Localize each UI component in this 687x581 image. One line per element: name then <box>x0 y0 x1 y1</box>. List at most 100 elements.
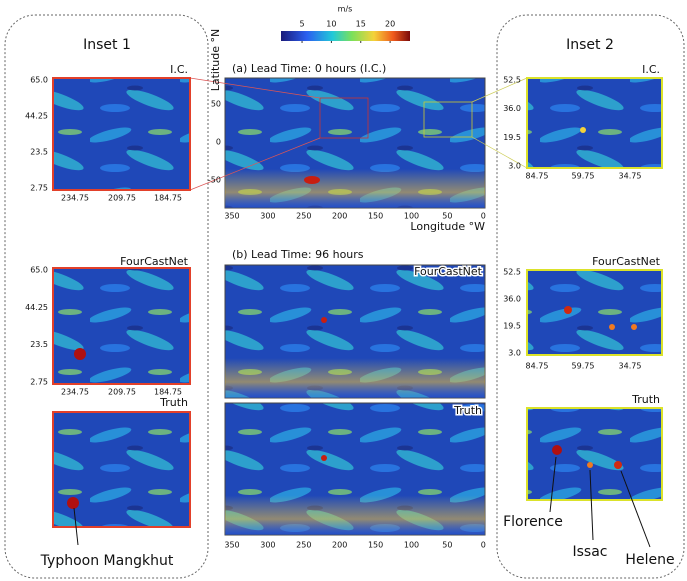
y-tick-label: 3.0 <box>508 162 521 171</box>
inset-frame <box>4 14 209 579</box>
x-axis-label: Longitude °W <box>410 220 485 233</box>
x-tick-label: 59.75 <box>572 172 595 181</box>
x-tick-label: 234.75 <box>61 388 89 397</box>
connector <box>471 77 528 103</box>
cyclone <box>564 306 572 314</box>
colorbar-tick-label: 5 <box>300 20 305 29</box>
cyclone <box>580 127 586 133</box>
annotation: Typhoon Mangkhut <box>40 553 174 569</box>
cyclone <box>552 445 562 455</box>
colorbar-tick-label: 20 <box>385 20 395 29</box>
panel-title: (a) Lead Time: 0 hours (I.C.) <box>232 62 386 75</box>
x-tick-label: 84.75 <box>526 362 549 371</box>
inset-title: Inset 1 <box>83 37 131 53</box>
y-tick-label: 65.0 <box>30 266 48 275</box>
x-tick-label: 250 <box>296 541 311 550</box>
panel-label: Truth <box>453 404 482 417</box>
map-overlay <box>225 78 485 208</box>
inset-frame <box>496 14 685 579</box>
map-feature <box>304 176 320 184</box>
panel-label: Truth <box>631 393 660 406</box>
inset-box <box>423 101 473 138</box>
x-tick-label: 200 <box>332 212 347 221</box>
y-tick-label: 44.25 <box>25 112 48 121</box>
connector <box>471 136 528 169</box>
x-tick-label: 300 <box>260 541 275 550</box>
annotation-arrow <box>73 507 79 546</box>
cyclone <box>631 324 637 330</box>
y-tick-label: 2.75 <box>30 184 48 193</box>
inset-map <box>526 269 663 356</box>
y-tick-label: 19.5 <box>503 322 521 331</box>
x-tick-label: 59.75 <box>572 362 595 371</box>
panel-label: Truth <box>159 396 188 409</box>
y-tick-label: 19.5 <box>503 133 521 142</box>
y-tick-label: -50 <box>208 176 221 185</box>
y-tick-label: 52.5 <box>503 76 521 85</box>
x-tick-label: 234.75 <box>61 194 89 203</box>
x-tick-label: 50 <box>442 212 452 221</box>
annotation: Issac <box>573 544 608 560</box>
colorbar <box>281 31 410 41</box>
y-tick-label: 0 <box>216 138 221 147</box>
x-tick-label: 34.75 <box>619 172 642 181</box>
panel-label: I.C. <box>170 63 188 76</box>
x-tick-label: 200 <box>332 541 347 550</box>
inset-map <box>52 77 191 191</box>
x-tick-label: 350 <box>224 541 239 550</box>
inset-box <box>319 97 369 139</box>
annotation-arrow <box>620 470 651 548</box>
y-tick-label: 52.5 <box>503 268 521 277</box>
x-tick-label: 150 <box>368 541 383 550</box>
annotation-arrow <box>549 456 557 513</box>
x-tick-label: 34.75 <box>619 362 642 371</box>
y-tick-label: 2.75 <box>30 378 48 387</box>
x-tick-label: 184.75 <box>154 194 182 203</box>
cyclone <box>74 348 86 360</box>
cyclone <box>614 461 622 469</box>
panel-title: (b) Lead Time: 96 hours <box>232 248 364 261</box>
inset-map <box>52 267 191 385</box>
panel-label: I.C. <box>642 63 660 76</box>
x-tick-label: 209.75 <box>108 194 136 203</box>
y-tick-label: 23.5 <box>30 340 48 349</box>
cyclone <box>609 324 615 330</box>
map-overlay <box>225 265 485 398</box>
x-tick-label: 184.75 <box>154 388 182 397</box>
inset-title: Inset 2 <box>566 37 614 53</box>
inset-map <box>52 411 191 528</box>
map-feature <box>321 455 327 461</box>
cyclone <box>587 462 593 468</box>
x-tick-label: 84.75 <box>526 172 549 181</box>
panel-label: FourCastNet <box>120 255 189 268</box>
x-tick-label: 150 <box>368 212 383 221</box>
x-tick-label: 350 <box>224 212 239 221</box>
x-tick-label: 209.75 <box>108 388 136 397</box>
map-overlay <box>225 403 485 535</box>
x-tick-label: 100 <box>404 212 419 221</box>
y-axis-label: Latitude °N <box>209 29 222 92</box>
x-tick-label: 50 <box>442 541 452 550</box>
connector <box>189 77 321 99</box>
y-tick-label: 23.5 <box>30 148 48 157</box>
y-tick-label: 36.0 <box>503 295 521 304</box>
annotation: Florence <box>503 514 563 530</box>
y-tick-label: 44.25 <box>25 303 48 312</box>
annotation: Helene <box>625 552 674 568</box>
colorbar-tick-label: 10 <box>326 20 336 29</box>
x-tick-label: 250 <box>296 212 311 221</box>
cyclone <box>67 497 79 509</box>
colorbar-unit: m/s <box>338 5 353 14</box>
colorbar-tick-label: 15 <box>356 20 366 29</box>
x-tick-label: 300 <box>260 212 275 221</box>
panel-label: FourCastNet <box>414 265 483 278</box>
x-tick-label: 100 <box>404 541 419 550</box>
inset-map <box>526 77 663 169</box>
map-feature <box>321 317 327 323</box>
panel-label: FourCastNet <box>592 255 661 268</box>
x-tick-label: 0 <box>481 212 486 221</box>
inset-map <box>526 407 663 501</box>
annotation-arrow <box>589 469 594 541</box>
x-tick-label: 0 <box>481 541 486 550</box>
